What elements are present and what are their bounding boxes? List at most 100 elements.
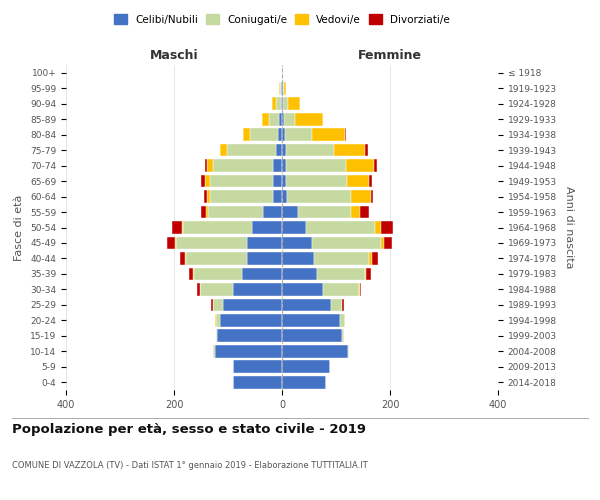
Bar <box>285 128 312 141</box>
Y-axis label: Anni di nascita: Anni di nascita <box>563 186 574 269</box>
Bar <box>172 221 182 234</box>
Bar <box>214 345 215 358</box>
Bar <box>307 221 376 234</box>
Bar <box>282 221 307 234</box>
Bar <box>205 174 209 188</box>
Bar <box>247 236 282 250</box>
Bar <box>280 82 281 94</box>
Bar <box>280 113 282 126</box>
Bar <box>365 144 368 156</box>
Bar <box>381 221 392 234</box>
Bar <box>250 128 278 141</box>
Bar <box>371 190 373 203</box>
Bar <box>282 283 323 296</box>
Bar <box>282 360 329 373</box>
Bar <box>295 113 323 126</box>
Bar <box>282 268 317 280</box>
Bar <box>283 82 284 94</box>
Bar <box>243 128 250 141</box>
Bar <box>381 236 383 250</box>
Bar <box>282 128 285 141</box>
Bar <box>206 206 208 218</box>
Bar <box>348 345 349 358</box>
Bar <box>282 174 286 188</box>
Bar <box>233 376 282 388</box>
Bar <box>220 144 227 156</box>
Bar <box>286 159 346 172</box>
Bar <box>282 113 284 126</box>
Bar <box>289 98 301 110</box>
Bar <box>263 206 282 218</box>
Bar <box>343 330 344 342</box>
Bar <box>275 144 282 156</box>
Bar <box>298 206 351 218</box>
Bar <box>281 98 282 110</box>
Text: Femmine: Femmine <box>358 49 422 62</box>
Bar <box>360 206 370 218</box>
Bar <box>275 98 281 110</box>
Bar <box>189 268 193 280</box>
Bar <box>274 159 282 172</box>
Bar <box>209 174 274 188</box>
Bar <box>286 144 334 156</box>
Bar <box>314 252 370 265</box>
Bar <box>262 113 269 126</box>
Bar <box>286 174 347 188</box>
Bar <box>223 298 282 311</box>
Bar <box>282 376 326 388</box>
Bar <box>323 283 359 296</box>
Bar <box>233 360 282 373</box>
Bar <box>180 252 185 265</box>
Bar <box>372 252 377 265</box>
Bar <box>217 330 282 342</box>
Bar <box>278 128 282 141</box>
Bar <box>317 268 365 280</box>
Bar <box>175 236 176 250</box>
Bar <box>220 314 282 326</box>
Bar <box>282 159 286 172</box>
Bar <box>213 298 223 311</box>
Bar <box>284 82 286 94</box>
Bar <box>370 174 372 188</box>
Bar <box>287 190 351 203</box>
Bar <box>200 283 233 296</box>
Bar <box>312 236 381 250</box>
Bar <box>383 236 392 250</box>
Bar <box>176 236 247 250</box>
Bar <box>185 252 187 265</box>
Bar <box>351 190 371 203</box>
Y-axis label: Fasce di età: Fasce di età <box>14 194 25 260</box>
Bar <box>346 159 374 172</box>
Bar <box>211 298 213 311</box>
Bar <box>282 330 343 342</box>
Bar <box>376 221 381 234</box>
Bar <box>282 314 340 326</box>
Bar <box>208 206 263 218</box>
Bar <box>282 206 298 218</box>
Text: COMUNE DI VAZZOLA (TV) - Dati ISTAT 1° gennaio 2019 - Elaborazione TUTTITALIA.IT: COMUNE DI VAZZOLA (TV) - Dati ISTAT 1° g… <box>12 460 368 469</box>
Bar <box>282 236 312 250</box>
Bar <box>205 159 208 172</box>
Bar <box>241 268 282 280</box>
Bar <box>183 221 253 234</box>
Bar <box>247 252 282 265</box>
Bar <box>215 345 282 358</box>
Bar <box>331 298 343 311</box>
Bar <box>282 298 331 311</box>
Bar <box>274 174 282 188</box>
Bar <box>233 283 282 296</box>
Bar <box>274 190 282 203</box>
Bar <box>253 221 282 234</box>
Bar <box>340 314 344 326</box>
Bar <box>345 128 346 141</box>
Text: Popolazione per età, sesso e stato civile - 2019: Popolazione per età, sesso e stato civil… <box>12 422 366 436</box>
Bar <box>201 174 205 188</box>
Bar <box>284 113 295 126</box>
Bar <box>215 314 220 326</box>
Bar <box>312 128 345 141</box>
Bar <box>334 144 365 156</box>
Bar <box>282 98 283 110</box>
Text: Maschi: Maschi <box>149 49 199 62</box>
Bar <box>360 283 361 296</box>
Bar <box>204 190 207 203</box>
